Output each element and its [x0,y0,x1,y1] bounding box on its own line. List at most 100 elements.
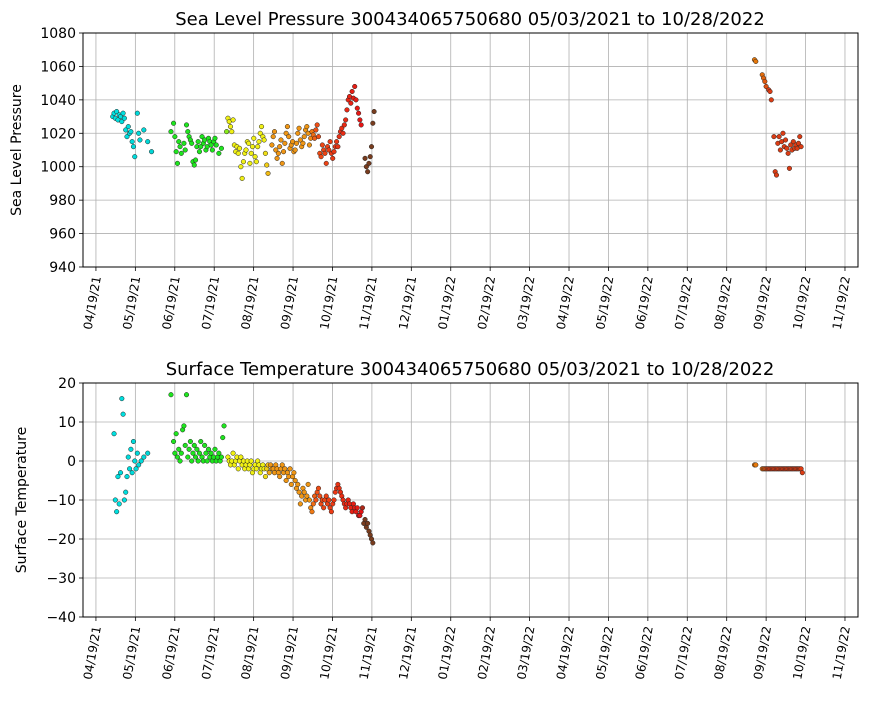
data-point [306,142,312,148]
data-point [137,137,143,143]
data-point [753,58,759,64]
data-point [248,150,254,156]
data-point [371,109,377,115]
x-tick-label: 11/19/21 [357,275,380,331]
data-point [336,134,342,140]
data-point [171,438,177,445]
data-point [317,493,323,499]
data-point [762,78,768,85]
x-tick-label: 01/19/22 [436,625,459,681]
data-point [313,497,319,503]
data-point [292,147,298,153]
data-point [182,442,188,448]
x-tick-label: 06/19/21 [160,625,183,681]
data-point [365,169,371,175]
data-point [292,477,298,484]
data-point [295,481,301,487]
x-tick-label: 10/19/22 [790,625,813,681]
data-point [306,497,312,503]
data-point [230,450,236,456]
data-point [195,139,201,145]
data-point [352,83,358,90]
data-point [776,134,782,140]
data-point [777,147,783,153]
x-tick-label: 05/19/21 [120,625,143,681]
x-tick-label: 08/19/21 [238,275,261,331]
x-tick-label: 06/19/22 [633,275,656,331]
data-point [204,458,210,464]
data-point [785,150,791,156]
data-point [176,446,182,452]
data-point [343,117,349,123]
x-tick-label: 11/19/22 [830,275,853,331]
data-point [291,470,297,476]
x-tick-label: 04/19/22 [554,275,577,331]
data-point [208,450,214,456]
data-point [305,481,311,487]
data-point [195,458,201,464]
axes-frame [82,32,859,268]
data-point [203,450,209,456]
data-point [304,124,310,130]
data-point [773,172,780,178]
data-point [174,454,180,460]
y-tick-label: 940 [49,260,76,276]
data-point [799,470,805,476]
data-point [365,520,371,526]
data-point [212,446,218,452]
x-tick-label: 06/19/21 [160,275,183,331]
data-point [327,139,333,145]
data-point [191,162,197,168]
data-point [283,130,289,136]
data-point [284,124,290,130]
data-point [323,160,329,166]
x-tick-label: 04/19/21 [81,625,104,681]
y-tick-label: 980 [49,193,76,209]
data-point [177,458,183,464]
chart-title-surface-temperature: Surface Temperature 300434065750680 05/0… [166,359,775,380]
y-tick-label: −40 [46,610,76,626]
data-point [183,392,190,398]
data-point [784,145,790,151]
data-point [134,110,140,116]
data-point [181,423,187,429]
data-point [141,127,147,133]
data-point [278,137,284,143]
data-point [198,144,204,150]
data-point [348,100,354,106]
data-point [258,124,265,130]
data-point [209,147,215,153]
y-tick-label: −30 [46,571,76,587]
data-point [114,509,120,515]
data-point [310,501,316,507]
x-tick-label: 03/19/22 [514,625,537,681]
data-point [354,505,360,511]
data-point [128,129,134,135]
x-tick-label: 08/19/22 [712,275,735,331]
x-tick-label: 09/19/22 [751,625,774,681]
data-point [177,144,183,150]
x-tick-label: 09/19/21 [278,625,301,681]
data-point [243,147,249,153]
x-tick-label: 09/19/22 [751,275,774,331]
data-point [136,130,142,136]
data-point [121,115,127,121]
data-point [253,159,259,165]
data-point [239,175,245,181]
x-tick-label: 02/19/22 [475,275,498,331]
x-tick-label: 10/19/21 [317,625,340,681]
data-point [262,150,268,156]
data-point [246,140,252,146]
data-point [287,466,293,472]
y-tick-label: 1020 [40,126,76,142]
data-point [238,454,244,460]
data-point [279,462,285,468]
data-point [224,129,230,135]
data-point [277,144,283,150]
data-point [227,124,234,130]
data-point [112,497,118,503]
data-point [189,458,195,464]
data-point [798,144,804,150]
data-point [251,135,257,141]
